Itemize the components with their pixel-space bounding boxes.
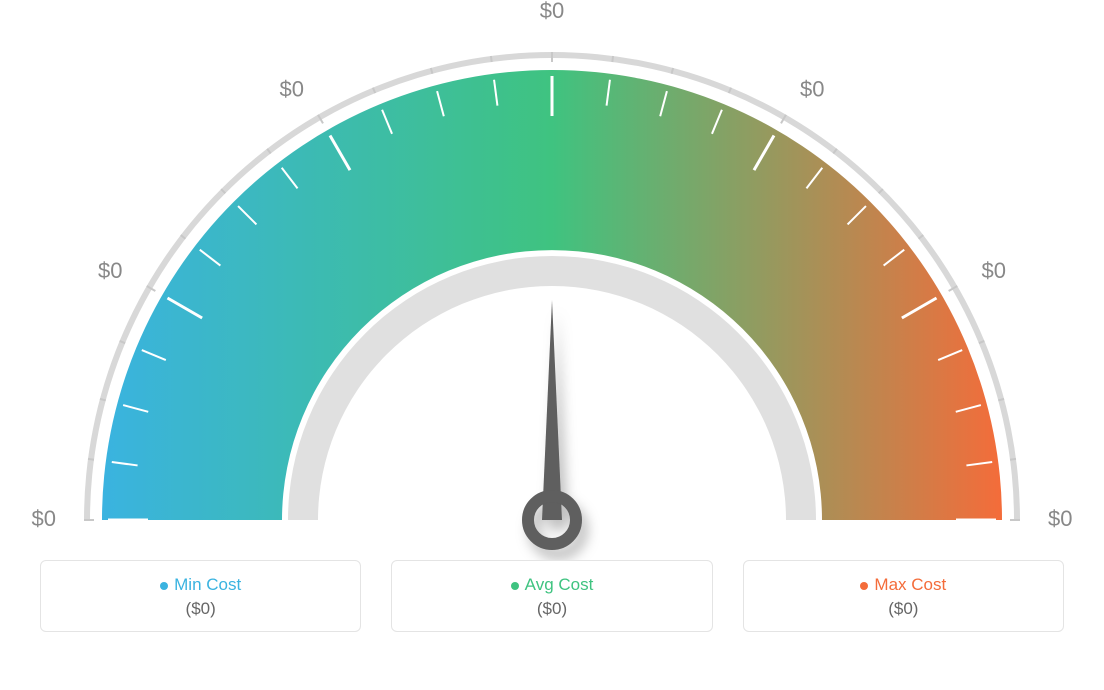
legend-label-min: Min Cost [174, 575, 241, 594]
legend-card-max: Max Cost ($0) [743, 560, 1064, 632]
legend-title-avg: Avg Cost [402, 575, 701, 595]
legend-value-min: ($0) [51, 599, 350, 619]
legend-title-max: Max Cost [754, 575, 1053, 595]
legend-dot-avg [511, 582, 519, 590]
legend-value-avg: ($0) [402, 599, 701, 619]
gauge-svg: $0 $0 $0 $0 $0 $0 $0 [0, 0, 1104, 560]
svg-text:$0: $0 [540, 0, 564, 23]
legend-label-avg: Avg Cost [525, 575, 594, 594]
svg-text:$0: $0 [280, 76, 304, 101]
gauge-chart: $0 $0 $0 $0 $0 $0 $0 [0, 0, 1104, 560]
legend-dot-max [860, 582, 868, 590]
legend-card-min: Min Cost ($0) [40, 560, 361, 632]
svg-text:$0: $0 [800, 76, 824, 101]
legend-value-max: ($0) [754, 599, 1053, 619]
svg-text:$0: $0 [1048, 506, 1072, 531]
legend-title-min: Min Cost [51, 575, 350, 595]
legend-card-avg: Avg Cost ($0) [391, 560, 712, 632]
svg-text:$0: $0 [98, 258, 122, 283]
svg-text:$0: $0 [32, 506, 56, 531]
legend-row: Min Cost ($0) Avg Cost ($0) Max Cost ($0… [0, 560, 1104, 632]
svg-text:$0: $0 [982, 258, 1006, 283]
legend-label-max: Max Cost [874, 575, 946, 594]
legend-dot-min [160, 582, 168, 590]
